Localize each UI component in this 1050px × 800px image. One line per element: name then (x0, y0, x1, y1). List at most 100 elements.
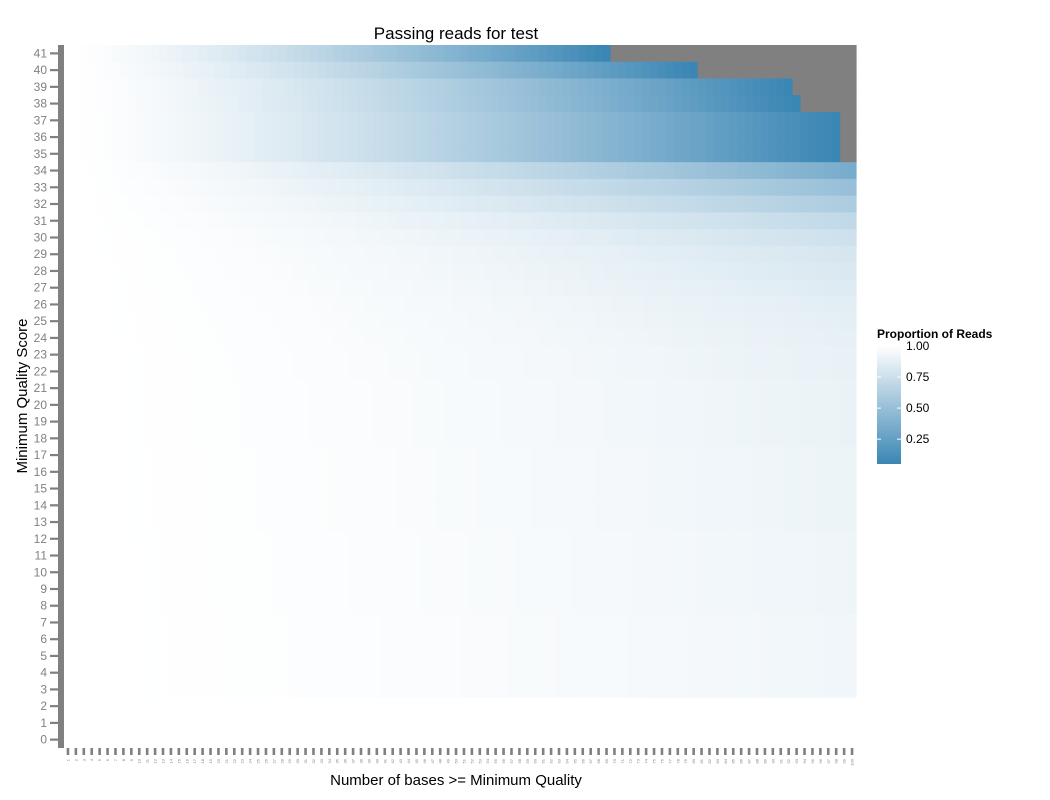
heatmap-cell (119, 162, 128, 180)
heatmap-cell (705, 429, 715, 448)
heatmap-cell (800, 128, 810, 147)
heatmap-cell (95, 45, 105, 63)
heatmap-cell (673, 580, 683, 598)
heatmap-cell (602, 178, 612, 197)
heatmap-cell (491, 547, 501, 565)
heatmap-cell (380, 413, 390, 431)
heatmap-cell (626, 245, 635, 264)
heatmap-cell (824, 396, 833, 414)
heatmap-cell (230, 279, 239, 297)
x-tick-label: 12 (153, 758, 158, 763)
heatmap-cell (404, 681, 414, 699)
heatmap-cell (214, 664, 223, 682)
heatmap-cell (650, 597, 659, 615)
heatmap-cell (602, 296, 612, 314)
x-tick-label: 71 (620, 758, 625, 763)
heatmap-cell (254, 145, 263, 163)
heatmap-cell (71, 229, 81, 247)
heatmap-cell (166, 279, 176, 297)
heatmap-cell (79, 697, 89, 716)
heatmap-cell (650, 195, 659, 213)
heatmap-cell (404, 95, 414, 113)
heatmap-cell (507, 95, 517, 113)
heatmap-cell (428, 463, 437, 481)
heatmap-cell (182, 563, 192, 582)
heatmap-cell (372, 45, 382, 63)
heatmap-cell (681, 614, 691, 632)
heatmap-cell (317, 128, 326, 147)
heatmap-cell (776, 614, 786, 632)
heatmap-cell (760, 162, 770, 180)
heatmap-cell (285, 446, 295, 465)
heatmap-cell (816, 630, 825, 649)
heatmap-cell (784, 681, 794, 699)
heatmap-cell (610, 597, 619, 615)
heatmap-cell (159, 279, 168, 297)
heatmap-cell (293, 363, 303, 381)
heatmap-cell (570, 396, 580, 414)
heatmap-cell (673, 379, 683, 398)
heatmap-cell (729, 731, 738, 749)
heatmap-cell (555, 212, 564, 230)
heatmap-cell (333, 396, 342, 414)
heatmap-cell (309, 296, 319, 314)
y-tick-label: 32 (34, 197, 48, 211)
heatmap-cell (404, 480, 414, 498)
heatmap-cell (642, 363, 651, 381)
heatmap-cell (380, 446, 390, 465)
heatmap-cell (681, 229, 691, 247)
heatmap-cell (578, 111, 588, 130)
heatmap-cell (634, 212, 643, 230)
heatmap-cell (317, 513, 326, 532)
heatmap-cell (689, 245, 699, 264)
heatmap-cell (594, 61, 604, 80)
heatmap-cell (515, 346, 524, 364)
heatmap-cell (483, 329, 493, 347)
heatmap-cell (816, 178, 825, 197)
heatmap-cell (349, 446, 358, 465)
heatmap-cell (174, 513, 184, 532)
heatmap-cell (539, 178, 548, 197)
heatmap-cell (768, 162, 778, 180)
heatmap-cell (206, 446, 216, 465)
heatmap-cell (650, 580, 659, 598)
heatmap-cell (254, 630, 263, 649)
heatmap-cell (230, 614, 239, 632)
heatmap-cell (246, 262, 255, 280)
heatmap-cell (650, 681, 659, 699)
heatmap-cell (673, 195, 683, 213)
heatmap-cell (721, 429, 730, 448)
heatmap-cell (349, 496, 358, 515)
heatmap-cell (507, 396, 517, 414)
heatmap-cell (182, 178, 192, 197)
heatmap-cell (135, 731, 144, 749)
heatmap-cell (578, 78, 588, 96)
heatmap-cell (349, 463, 358, 481)
heatmap-cell (182, 731, 192, 749)
heatmap-cell (143, 95, 152, 113)
heatmap-cell (222, 162, 231, 180)
heatmap-cell (357, 429, 366, 448)
heatmap-cell (127, 379, 136, 398)
heatmap-cell (578, 245, 588, 264)
heatmap-cell (539, 128, 548, 147)
heatmap-cell (634, 195, 643, 213)
heatmap-cell (214, 111, 223, 130)
heatmap-cell (491, 664, 501, 682)
x-tick-label: 39 (366, 758, 371, 763)
heatmap-cell (642, 45, 651, 63)
heatmap-cell (681, 178, 691, 197)
heatmap-cell (198, 563, 208, 582)
heatmap-cell (396, 429, 406, 448)
heatmap-cell (555, 463, 564, 481)
heatmap-cell (230, 681, 239, 699)
heatmap-cell (816, 262, 825, 280)
heatmap-cell (64, 429, 73, 448)
heatmap-cell (665, 731, 675, 749)
heatmap-cell (594, 429, 604, 448)
heatmap-cell (444, 78, 453, 96)
heatmap-cell (87, 128, 97, 147)
heatmap-cell (539, 446, 548, 465)
heatmap-cell (166, 128, 176, 147)
heatmap-cell (230, 346, 239, 364)
